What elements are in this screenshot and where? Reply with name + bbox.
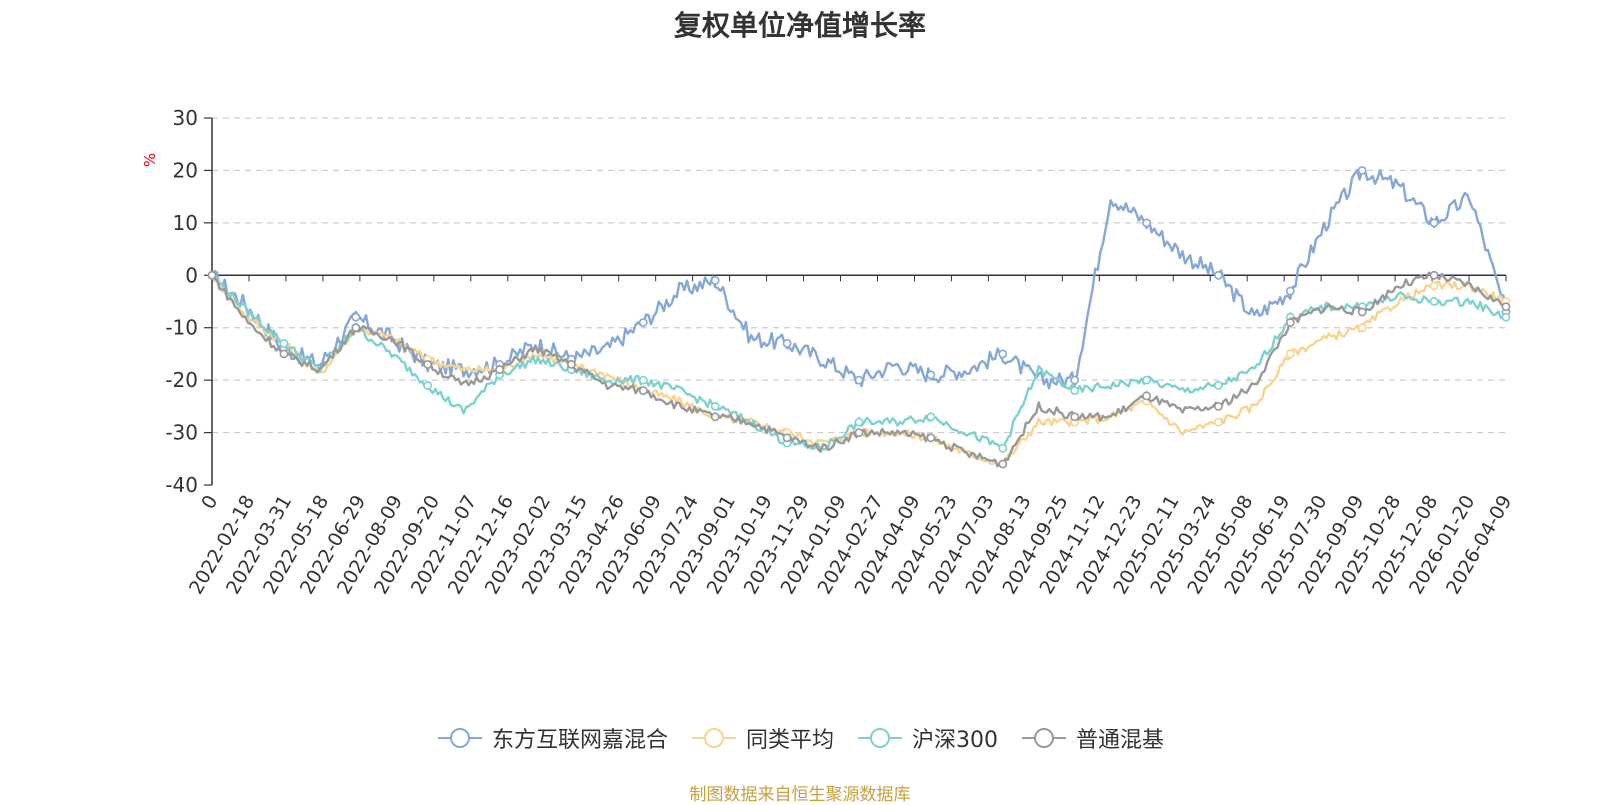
data-point [1429,270,1439,280]
data-source-note: 制图数据来自恒生聚源数据库 [689,785,911,805]
axes [204,117,1507,486]
data-point [207,270,217,280]
chart-title: 复权单位净值增长率 [673,9,926,42]
data-point [638,318,648,327]
line-chart: 3020100-10-20-30-40%02022-02-182022-03-3… [141,106,1516,598]
legend-line-icon [1022,728,1066,748]
data-point [1357,165,1367,175]
data-point [567,359,576,369]
data-point [1357,323,1367,333]
data-point [638,386,648,395]
data-point [1214,270,1223,280]
data-point [710,412,720,422]
data-point [1142,391,1151,401]
legend: 东方互联网嘉混合 同类平均 沪深300 普通混基 [0,722,1600,754]
y-axis-unit: % [141,153,159,167]
legend-label: 同类平均 [745,728,834,753]
series-line [210,168,1508,390]
data-point [423,380,433,390]
data-point [926,433,936,443]
data-point [1501,312,1511,322]
data-point [1214,417,1223,427]
data-point [854,428,864,437]
legend-label: 东方互联网嘉混合 [491,728,668,753]
x-tick-label: 0 [197,492,222,513]
data-point [1070,375,1080,385]
legend-label: 沪深300 [912,728,998,753]
y-tick-label: 0 [185,263,198,287]
data-point [1214,401,1223,411]
legend-line-icon [858,728,902,748]
data-point [926,370,936,380]
data-point [351,323,361,333]
data-point [423,359,433,369]
data-point [1214,380,1223,390]
y-tick-label: 10 [173,211,198,235]
data-point [1070,386,1080,395]
data-point [1070,412,1080,422]
legend-item-hs300[interactable]: 沪深300 [856,722,998,754]
y-tick-label: -10 [165,316,198,340]
data-point [1429,281,1439,291]
data-point [495,365,504,375]
data-point [351,312,361,322]
data-point [998,443,1008,453]
data-point [1285,349,1295,359]
legend-line-icon [691,728,736,748]
data-point [1429,218,1439,228]
y-tick-label: -30 [165,421,198,445]
y-tick-label: -20 [165,368,198,392]
y-tick-label: -40 [165,473,198,497]
data-point [1142,218,1151,228]
data-point [782,338,792,348]
data-point [279,349,289,359]
data-point [1501,302,1511,312]
data-point [854,375,864,385]
data-point [1285,286,1295,296]
legend-label: 普通混基 [1076,728,1165,753]
data-point [1285,318,1295,327]
data-point [1429,297,1439,306]
data-point [998,459,1008,469]
legend-line-icon [437,728,482,748]
series-lines [207,165,1511,469]
legend-item-dongfang[interactable]: 东方互联网嘉混合 [436,722,668,754]
data-point [998,349,1008,359]
data-point [1142,375,1151,385]
data-point [638,375,648,385]
data-point [1357,307,1367,317]
data-point [710,276,720,285]
y-tick-label: 30 [173,106,198,130]
data-point [782,433,792,443]
data-point [279,338,289,348]
legend-item-mixed-fund[interactable]: 普通混基 [1020,722,1164,754]
legend-item-peer-average[interactable]: 同类平均 [690,722,834,754]
tick-labels: 3020100-10-20-30-40%02022-02-182022-03-3… [141,106,1516,598]
y-tick-label: 20 [173,158,198,182]
grid-lines [212,117,1506,434]
data-point [854,417,864,427]
data-point [926,412,936,422]
data-point [710,401,720,411]
